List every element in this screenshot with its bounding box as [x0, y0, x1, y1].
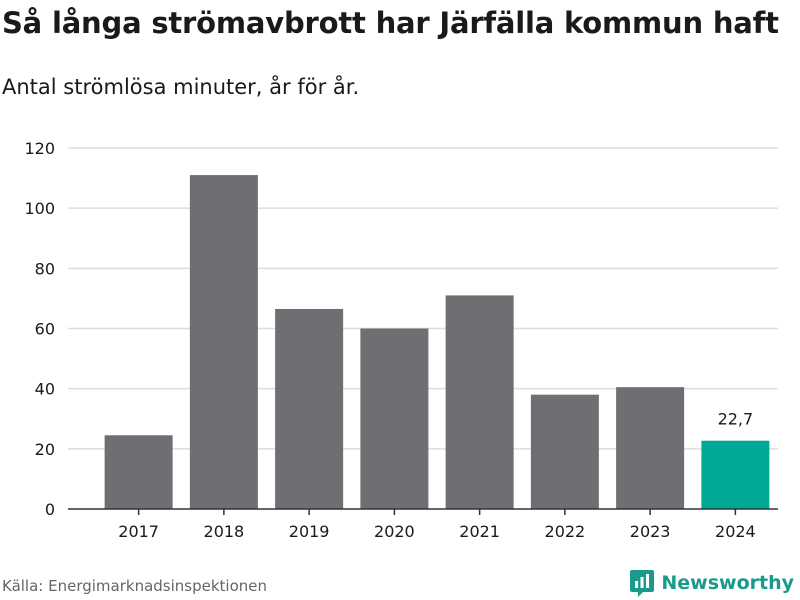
- x-tick-label: 2019: [289, 522, 330, 541]
- x-tick-label: 2022: [545, 522, 586, 541]
- y-tick-label: 80: [35, 259, 55, 278]
- newsworthy-logo-icon: [630, 570, 655, 597]
- x-tick-label: 2021: [459, 522, 500, 541]
- y-tick-label: 60: [35, 320, 55, 339]
- x-tick-label: 2024: [715, 522, 756, 541]
- bar-2024: [701, 440, 770, 509]
- bar-2018: [189, 175, 258, 509]
- bar-2023: [616, 387, 685, 509]
- x-tick-label: 2017: [118, 522, 159, 541]
- bar-2019: [275, 308, 344, 509]
- data-labels: 22,7: [718, 410, 754, 429]
- y-tick-label: 120: [24, 139, 55, 158]
- x-tick-label: 2018: [204, 522, 245, 541]
- y-tick-label: 40: [35, 380, 55, 399]
- x-axis-ticks: 2017 2018 2019 2020 2021 2022 2023 2024: [118, 509, 756, 541]
- y-tick-label: 100: [24, 199, 55, 218]
- bar-2022: [530, 394, 599, 509]
- brand-logo[interactable]: Newsworthy: [629, 568, 794, 598]
- source-note: Källa: Energimarknadsinspektionen: [2, 577, 268, 595]
- chart-subtitle: Antal strömlösa minuter, år för år.: [2, 75, 360, 99]
- x-tick-label: 2023: [630, 522, 671, 541]
- bar-2020: [360, 328, 429, 509]
- y-tick-label: 0: [45, 500, 55, 519]
- x-tick-label: 2020: [374, 522, 415, 541]
- chart-title: Så långa strömavbrott har Järfälla kommu…: [2, 6, 779, 40]
- bar-chart: 0 20 40 60 80 100 120 22,7 2017 2018 2019 2020 202…: [24, 139, 778, 541]
- data-label: 22,7: [718, 410, 754, 429]
- bar-2017: [104, 435, 173, 509]
- y-tick-label: 20: [35, 440, 55, 459]
- bars: [104, 175, 770, 509]
- bar-2021: [445, 295, 514, 509]
- y-axis-ticks: 0 20 40 60 80 100 120: [24, 139, 55, 519]
- brand-name: Newsworthy: [661, 572, 794, 594]
